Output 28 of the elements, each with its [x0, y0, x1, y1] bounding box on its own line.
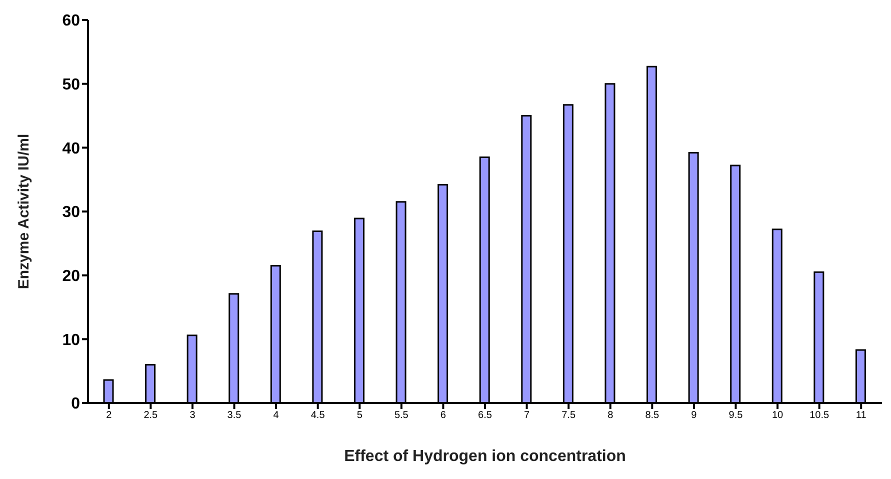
x-tick-label: 9 [691, 410, 698, 422]
x-tick-label: 8 [608, 410, 614, 422]
x-tick-label: 3.5 [227, 410, 242, 422]
y-tick-label: 50 [62, 76, 80, 94]
x-tick-label: 8.5 [645, 410, 660, 422]
x-axis-title: Effect of Hydrogen ion concentration [344, 448, 626, 465]
y-tick-label: 0 [71, 396, 80, 413]
x-tick-label: 2.5 [144, 410, 158, 422]
y-axis-title: Enzyme Activity IU/ml [15, 134, 32, 290]
x-tick-label: 5 [356, 410, 363, 422]
x-tick-label: 10 [772, 410, 784, 422]
x-tick-label: 3 [190, 410, 196, 422]
x-tick-label: 6.5 [478, 410, 492, 422]
x-tick-label: 9.5 [728, 410, 744, 422]
y-tick-label: 60 [62, 12, 80, 30]
y-tick-label: 10 [62, 332, 80, 349]
x-tick-label: 7 [524, 410, 530, 422]
x-tick-label: 10.5 [810, 410, 830, 422]
y-tick-label: 40 [62, 140, 80, 158]
x-tick-label: 11 [856, 410, 867, 422]
x-tick-label: 5.5 [394, 410, 409, 422]
y-tick-label: 20 [62, 268, 80, 286]
x-tick-label: 6 [440, 410, 446, 422]
x-tick-label: 7.5 [562, 410, 576, 422]
x-tick-label: 4.5 [310, 410, 326, 422]
y-tick-label: 30 [62, 204, 80, 222]
x-tick-label: 2 [106, 410, 112, 422]
x-tick-label: 4 [273, 410, 280, 422]
